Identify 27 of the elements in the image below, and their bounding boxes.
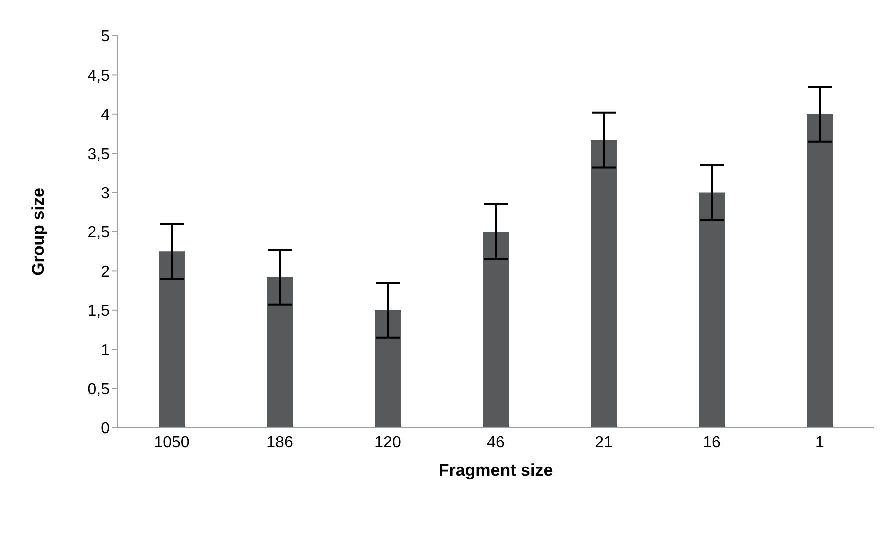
y-tick-label: 3 (101, 185, 110, 202)
y-tick-label: 5 (101, 28, 110, 46)
y-axis-title: Group size (29, 188, 48, 276)
x-tick-label: 21 (595, 434, 613, 452)
bar (807, 114, 833, 428)
x-tick-label: 1 (816, 434, 825, 452)
bar (699, 192, 725, 428)
bar (159, 252, 185, 428)
x-tick-label: 186 (266, 434, 294, 452)
y-tick-label: 1 (101, 342, 110, 360)
y-tick-label: 1,5 (88, 303, 110, 320)
bar (267, 277, 293, 428)
y-tick-label: 0,5 (88, 381, 110, 398)
bar (591, 140, 617, 428)
x-tick-label: 46 (487, 434, 505, 452)
x-axis-title: Fragment size (438, 461, 554, 480)
y-tick-label: 0 (101, 420, 110, 438)
y-tick-label: 2,5 (88, 224, 110, 242)
x-tick-label: 16 (703, 434, 721, 452)
y-tick-label: 4 (101, 107, 110, 124)
y-tick-label: 4,5 (88, 68, 110, 85)
bar (375, 310, 401, 428)
bar (483, 232, 509, 428)
y-tick-label: 2 (101, 264, 110, 281)
x-tick-label: 120 (374, 434, 402, 452)
y-tick-label: 3,5 (88, 146, 110, 164)
x-tick-label: 1050 (154, 434, 190, 452)
